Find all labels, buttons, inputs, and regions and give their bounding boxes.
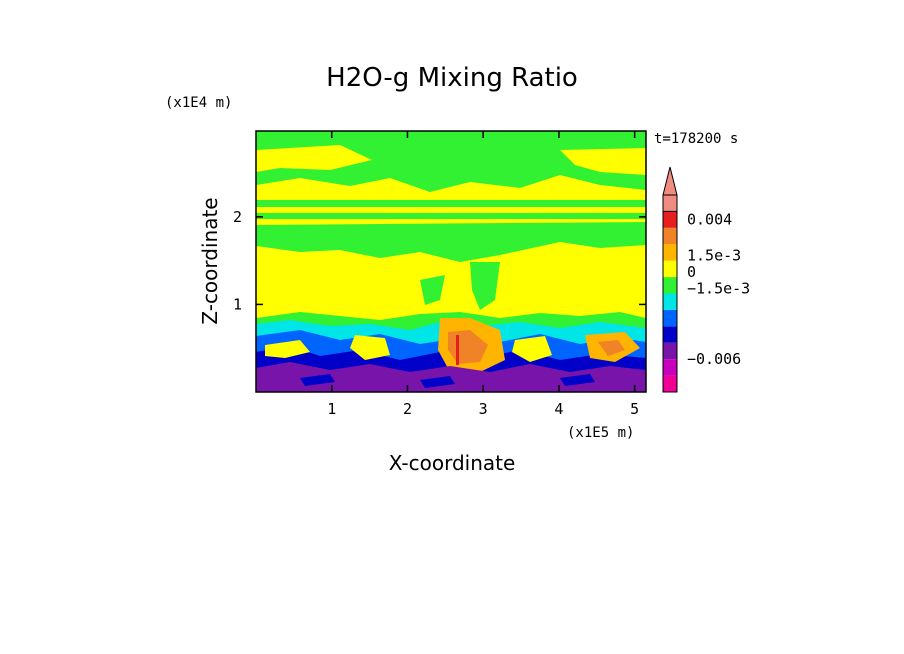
colorbar-swatch [663,277,677,294]
colorbar-swatch [663,375,677,392]
yellow-patch-top-right [560,148,646,175]
colorbar-swatch [663,342,677,360]
plot-frame [255,130,647,393]
y-unit-label: (x1E4 m) [165,95,232,111]
colorbar-frame [662,194,678,393]
colorbar-label: 0.004 [687,211,732,229]
surface-purple [256,362,646,392]
time-label: t=178200 s [654,131,738,147]
green-streak-1 [470,262,500,310]
x-tick-label: 1 [327,400,336,418]
colorbar-label: 0 [687,263,696,281]
green-band-2.0 [256,200,646,207]
colorbar-swatch [663,326,677,343]
x-tick-label: 5 [630,400,639,418]
x-tick-label: 4 [554,400,563,418]
colorbar-label: −0.006 [687,350,741,368]
surface-blue-streaks [300,374,595,388]
colorbar-swatch [663,293,677,310]
x-unit-label: (x1E5 m) [567,425,634,441]
x-axis-label: X-coordinate [389,451,516,475]
red-streak [456,335,459,365]
mixing-ratio-field [256,131,646,392]
colorbar-swatch [663,309,677,327]
colorbar-arrow [662,166,678,212]
colorbar-label: −1.5e-3 [687,280,750,298]
green-band-top [256,131,646,192]
chart-title: H2O-g Mixing Ratio [326,63,578,93]
yellow-swirl-3 [512,336,552,362]
colorbar-swatch [663,244,677,261]
yellow-swirl-2 [350,335,390,360]
y-tick-label: 2 [233,208,242,226]
green-band-mid [256,222,646,262]
yellow-patch-top-left [256,145,372,172]
y-tick-label: 1 [233,295,242,313]
green-streak-2 [420,275,445,305]
green-band-1.9 [256,213,646,219]
x-tick-label: 2 [403,400,412,418]
colorbar-swatch [663,359,677,376]
colorbar-swatch [663,227,677,245]
colorbar: 0.004 1.5e-30−1.5e-3 −0.006 [662,166,750,393]
yellow-swirl-1 [265,340,310,358]
colorbar-label: 1.5e-3 [687,247,741,265]
axes: 1 2 3 4 5 1 2 [233,131,646,418]
y-axis-label: Z-coordinate [198,197,222,324]
x-tick-label: 3 [479,400,488,418]
colorbar-swatch [663,211,677,228]
colorbar-swatch [663,260,677,278]
orange-right-inner [598,340,625,356]
